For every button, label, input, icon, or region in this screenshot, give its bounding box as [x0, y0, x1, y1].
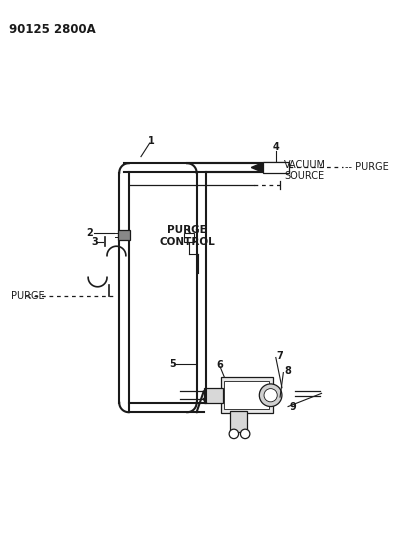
Text: 1: 1 — [148, 135, 154, 146]
Bar — [118, 230, 130, 240]
Polygon shape — [251, 163, 263, 172]
Text: 90125 2800A: 90125 2800A — [9, 23, 96, 36]
Circle shape — [240, 429, 250, 439]
Text: 9: 9 — [289, 401, 296, 411]
Text: 8: 8 — [284, 366, 291, 376]
Text: 3: 3 — [91, 238, 98, 247]
Circle shape — [229, 429, 238, 439]
Text: -- PURGE: -- PURGE — [345, 163, 388, 173]
Bar — [204, 387, 223, 403]
Text: VACUUM
SOURCE: VACUUM SOURCE — [284, 159, 326, 181]
Text: 6: 6 — [216, 360, 223, 370]
Bar — [225, 381, 269, 409]
Bar — [221, 377, 273, 413]
Bar — [184, 233, 194, 243]
Text: PURGE: PURGE — [11, 291, 45, 301]
Circle shape — [259, 384, 282, 407]
Circle shape — [264, 389, 277, 402]
Bar — [263, 162, 289, 173]
Text: PURGE
CONTROL: PURGE CONTROL — [159, 225, 215, 247]
Text: 7: 7 — [277, 351, 284, 361]
Text: <: < — [24, 292, 32, 301]
Text: 4: 4 — [272, 142, 279, 152]
Text: 5: 5 — [169, 359, 176, 369]
Text: 2: 2 — [86, 228, 93, 238]
Bar — [230, 411, 247, 432]
